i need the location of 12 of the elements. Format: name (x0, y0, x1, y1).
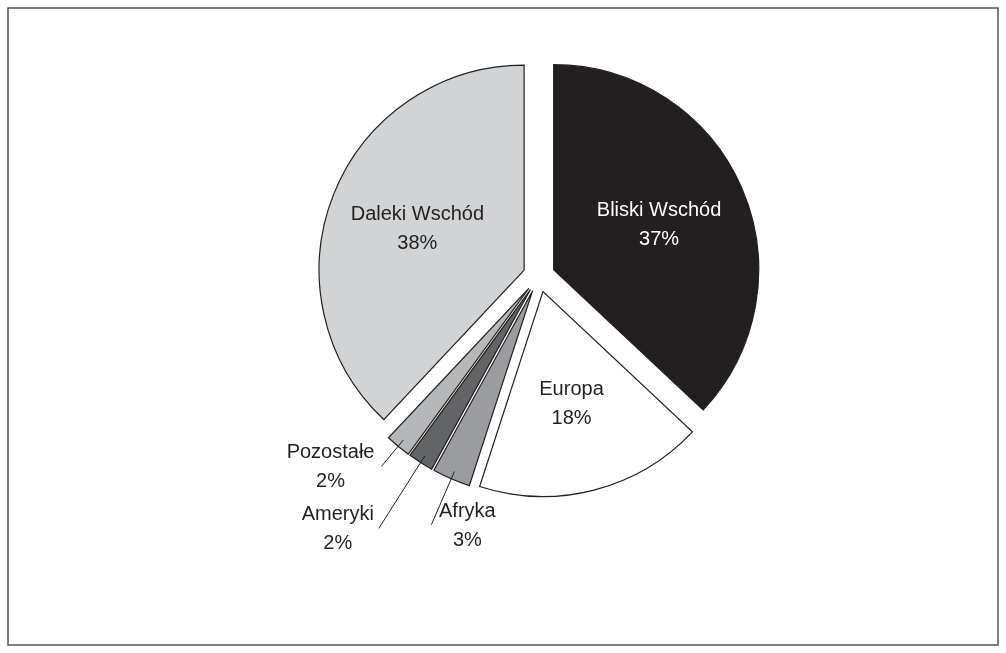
slice-label: Ameryki (301, 502, 374, 525)
data-label: 38% (397, 230, 438, 253)
slice-label: Bliski Wschód (596, 198, 722, 221)
data-label: 2% (323, 531, 353, 554)
slice-label: Daleki Wschód (350, 201, 485, 224)
slice-label: Pozostałe (286, 440, 375, 463)
data-label: 3% (452, 527, 483, 550)
data-label: 2% (316, 469, 346, 492)
slice-label: Europa (539, 376, 605, 399)
data-label: 18% (551, 405, 592, 428)
slice-label: Afryka (439, 498, 497, 521)
data-label: 37% (639, 227, 680, 250)
